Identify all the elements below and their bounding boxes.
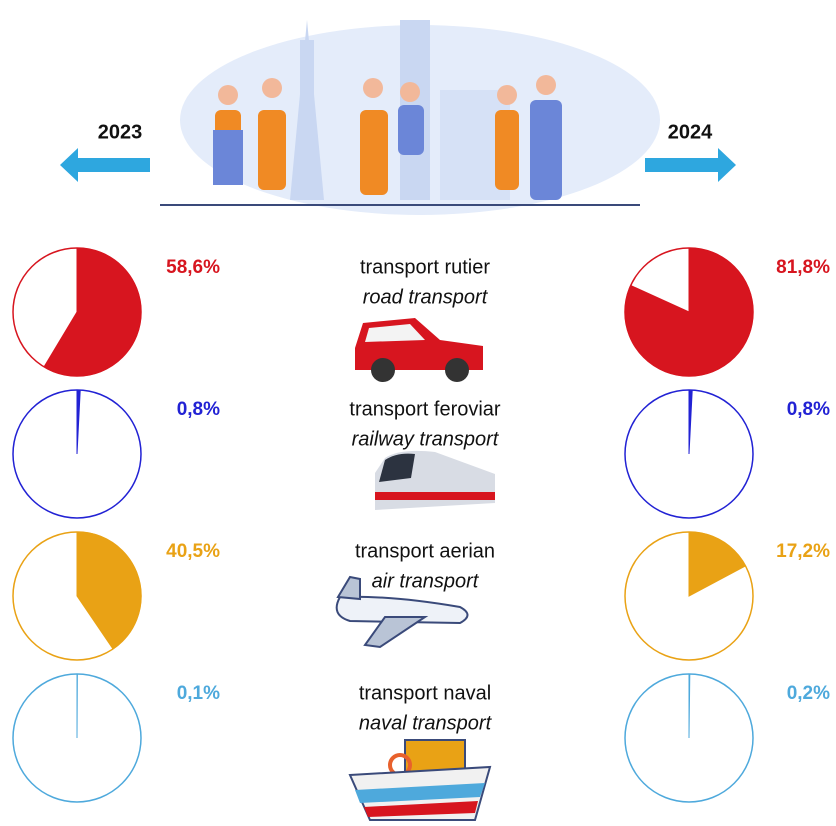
- value-label: 0,8%: [177, 399, 220, 420]
- mode-label: transport aerian: [355, 540, 495, 562]
- boat-icon: [348, 739, 492, 821]
- value-label: 81,8%: [776, 257, 830, 278]
- value-label: 0,8%: [787, 399, 830, 420]
- pie-slice: [76, 389, 81, 455]
- mode-label: transport naval: [359, 682, 491, 704]
- train-icon: [375, 450, 495, 510]
- mode-label-en: railway transport: [352, 428, 500, 450]
- mode-label-en: air transport: [372, 570, 480, 592]
- value-label: 0,2%: [787, 683, 830, 704]
- pie-slice: [624, 247, 754, 377]
- pie-slice: [688, 389, 693, 455]
- mode-label: transport feroviar: [349, 398, 501, 420]
- mode-label-en: naval transport: [359, 712, 493, 734]
- value-label: 17,2%: [776, 541, 830, 562]
- icons: [335, 318, 495, 821]
- pie-slice: [688, 673, 691, 739]
- pie-slice: [76, 531, 142, 650]
- value-label: 0,1%: [177, 683, 220, 704]
- mode-label-en: road transport: [363, 286, 489, 308]
- value-label: 40,5%: [166, 541, 220, 562]
- plane-icon: [335, 575, 469, 649]
- value-label: 58,6%: [166, 257, 220, 278]
- mode-label: transport rutier: [360, 256, 490, 278]
- car-icon: [355, 318, 483, 382]
- year-left: 2023: [98, 121, 143, 143]
- pie-slice: [43, 247, 142, 377]
- header-illustration: [60, 20, 736, 215]
- year-right: 2024: [668, 121, 713, 143]
- pie-slice: [688, 531, 747, 597]
